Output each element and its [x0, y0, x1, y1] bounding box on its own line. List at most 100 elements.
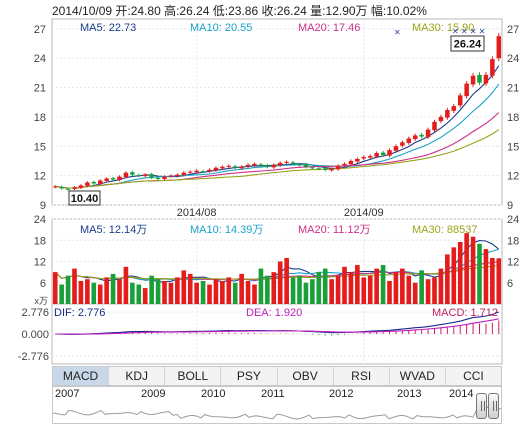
macd-tick-label: 0.000 [21, 329, 49, 341]
navigator-year-label: 2013 [397, 388, 422, 400]
volume-bar [265, 275, 270, 304]
volume-bar [136, 284, 142, 304]
price-tick-left: 9 [40, 200, 46, 212]
price-ma5-line [55, 65, 500, 189]
candle-body [78, 185, 84, 188]
volume-bar [117, 279, 122, 304]
candle-body [438, 116, 444, 122]
low-callout-box [68, 190, 101, 206]
candle-body [490, 59, 495, 76]
candle-body [232, 166, 238, 168]
candle-body [335, 165, 341, 170]
candle-body [316, 168, 322, 170]
navigator-history-line [53, 404, 501, 420]
volume-tick-right: 18 [507, 235, 519, 247]
tab-boll[interactable]: BOLL [165, 367, 222, 385]
candle-body [445, 110, 450, 118]
volume-bar [451, 247, 457, 304]
candle-body [162, 176, 167, 180]
volume-bar [400, 268, 405, 304]
candle-body [380, 152, 386, 156]
volume-tick-left: 12 [34, 257, 46, 269]
volume-bar [432, 277, 437, 304]
volume-legend-ma: MA5: 12.14万 [80, 224, 147, 236]
volume-bar [457, 242, 463, 304]
volume-ma30-line [54, 264, 499, 280]
candle-body [464, 83, 469, 97]
tab-cci[interactable]: CCI [463, 369, 484, 383]
macd-dea-line [55, 318, 499, 335]
price-tick-right: 12 [507, 171, 519, 183]
indicator-tabs: MACD KDJ BOLL PSY OBV RSI WVAD CCI [52, 366, 502, 386]
volume-legend-ma: MA30: 88537 [412, 224, 477, 236]
price-tick-right: 15 [507, 141, 519, 153]
price-tick-right: 9 [507, 200, 513, 212]
navigator-left-handle[interactable] [476, 393, 487, 419]
volume-bar [329, 279, 334, 304]
candle-body [393, 146, 399, 151]
navigator-year-label: 2011 [261, 388, 285, 400]
candle-body [284, 161, 289, 163]
volume-bar [322, 268, 328, 304]
volume-bar [258, 268, 264, 304]
volume-bar [220, 280, 225, 304]
high-callout-label: 26.24 [454, 39, 482, 51]
tab-psy[interactable]: PSY [221, 367, 278, 385]
price-tick-right: 24 [507, 53, 519, 65]
volume-bar [239, 273, 244, 304]
volume-bar [477, 243, 482, 304]
volume-bar [303, 282, 309, 304]
navigator-year-label: 2010 [201, 388, 226, 400]
price-legend-ma: MA30: 15.90 [412, 22, 474, 34]
volume-bar [130, 282, 135, 304]
candle-body [85, 182, 90, 186]
volume-bar [175, 277, 180, 304]
candle-body [290, 162, 296, 164]
volume-bar [355, 265, 360, 304]
volume-bar [387, 280, 392, 304]
candle-body [400, 142, 405, 146]
candle-body [271, 164, 277, 168]
range-navigator[interactable]: 2007 2009 2010 2011 2012 2013 2014 [52, 386, 502, 424]
candle-body [355, 158, 360, 162]
candle-body [425, 129, 431, 138]
volume-bar [72, 268, 77, 304]
navigator-right-handle[interactable] [488, 393, 499, 419]
tab-macd[interactable]: MACD [53, 367, 110, 385]
candle-body [213, 167, 219, 171]
macd-value-label: MACD: 1.712 [432, 307, 498, 319]
candle-body [432, 121, 437, 131]
price-tick-left: 21 [34, 83, 46, 95]
tab-kdj[interactable]: KDJ [109, 367, 166, 385]
tab-wvad[interactable]: WVAD [390, 367, 446, 385]
volume-legend-ma: MA20: 11.12万 [298, 224, 371, 236]
volume-bar [162, 280, 167, 304]
candle-body [477, 74, 482, 83]
volume-bar [290, 277, 296, 304]
candle-body [483, 74, 489, 84]
macd-dea-label: DEA: 1.920 [246, 307, 302, 319]
volume-bar [310, 279, 315, 304]
price-ma10-line [55, 83, 500, 189]
candle-body [310, 167, 315, 169]
tab-obv[interactable]: OBV [278, 367, 334, 385]
volume-bar [245, 280, 251, 304]
volume-bar [104, 277, 109, 304]
volume-bar [207, 284, 212, 304]
volume-bar [316, 272, 322, 304]
candle-body [496, 36, 502, 59]
candle-body [97, 180, 103, 184]
candle-body [361, 157, 367, 159]
candle-body [470, 75, 476, 85]
tab-rsi[interactable]: RSI [334, 367, 390, 385]
high-callout-box [450, 35, 485, 52]
volume-bar [335, 275, 341, 304]
volume-bar [252, 284, 257, 304]
candle-body [342, 163, 347, 166]
candle-body [252, 163, 257, 166]
volume-tick-left: 18 [34, 235, 46, 247]
candle-body [457, 95, 463, 106]
candle-body [297, 164, 302, 166]
price-tick-left: 12 [34, 171, 46, 183]
stock-chart: 9 9 12 12 15 15 18 18 21 21 24 24 27 27 2014/08 2014/09… [18, 18, 519, 365]
